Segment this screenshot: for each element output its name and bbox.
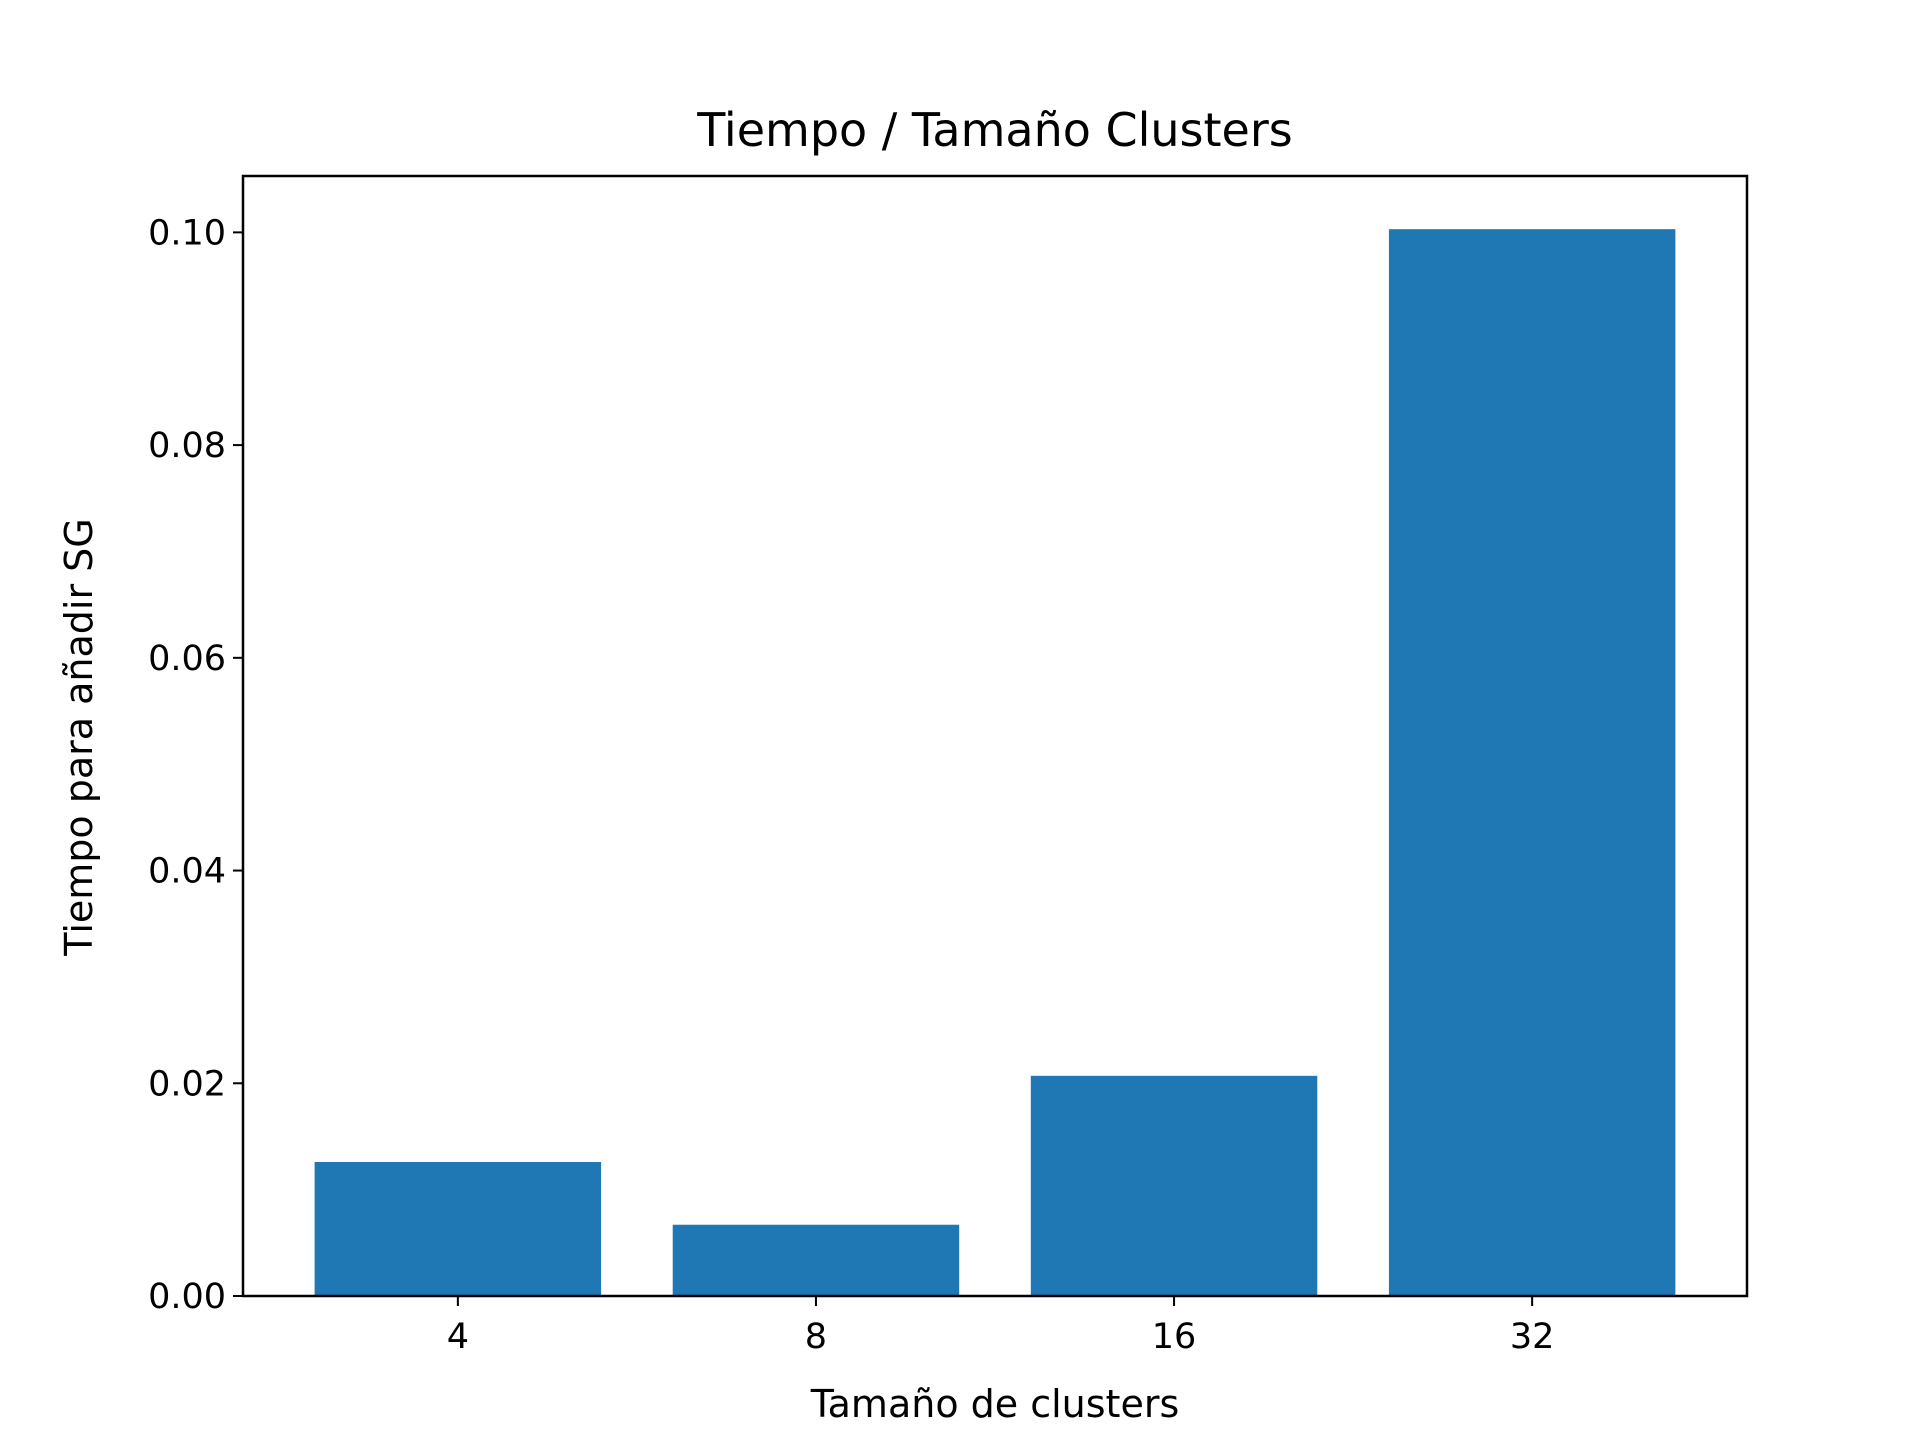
y-tick-label-0.04: 0.04 <box>148 852 226 892</box>
y-axis-label: Tiempo para añadir SG <box>57 518 101 956</box>
bar-4 <box>314 1161 602 1296</box>
y-tick-label-0.08: 0.08 <box>148 426 226 466</box>
bar-16 <box>1030 1075 1318 1296</box>
chart-title: Tiempo / Tamaño Clusters <box>696 103 1292 157</box>
x-tick-label-8: 8 <box>805 1317 827 1357</box>
y-tick-label-0.10: 0.10 <box>148 213 226 253</box>
x-tick-label-16: 16 <box>1152 1317 1197 1357</box>
bar-8 <box>672 1224 960 1296</box>
x-tick-label-32: 32 <box>1510 1317 1555 1357</box>
plot-frame <box>241 174 1749 1298</box>
x-tick-label-4: 4 <box>447 1317 469 1357</box>
plot-area: 4 8 16 32 0.00 0.02 0.04 0.06 0.08 0.10 <box>148 174 1749 1357</box>
y-tick-label-0.00: 0.00 <box>148 1277 226 1317</box>
bar-32 <box>1388 229 1676 1296</box>
y-tick-label-0.06: 0.06 <box>148 639 226 679</box>
x-axis-label: Tamaño de clusters <box>810 1382 1180 1426</box>
y-tick-label-0.02: 0.02 <box>148 1064 226 1104</box>
